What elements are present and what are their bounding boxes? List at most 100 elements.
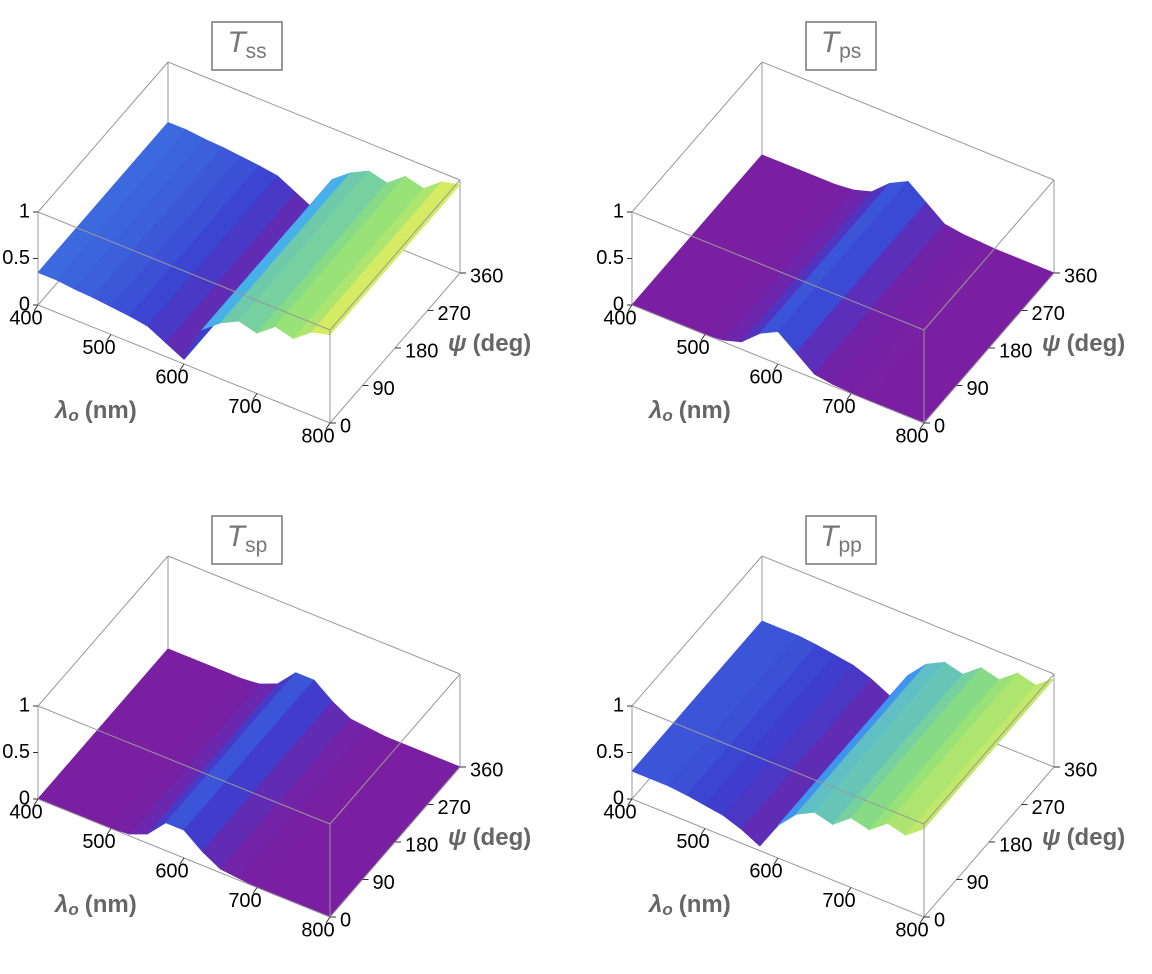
y-axis-unit: (deg) xyxy=(473,330,532,357)
z-tick-label: 0 xyxy=(613,293,624,315)
title-box xyxy=(211,21,283,71)
x-tick xyxy=(700,334,706,341)
x-axis-symbol: λ xyxy=(647,397,662,424)
y-tick-label: 90 xyxy=(967,378,989,400)
title-subscript: ps xyxy=(839,40,861,63)
x-axis-label: λo (nm) xyxy=(53,397,137,425)
z-tick-label: 1 xyxy=(613,694,624,716)
y-axis-unit: (deg) xyxy=(1067,330,1126,357)
surface-strip xyxy=(904,677,1056,837)
x-tick-label: 700 xyxy=(822,890,855,912)
z-tick-label: 0.5 xyxy=(2,741,30,763)
x-tick-label: 800 xyxy=(301,425,334,447)
y-axis-symbol: ψ xyxy=(1042,330,1061,357)
y-axis-symbol: ψ xyxy=(1042,824,1061,851)
x-tick-label: 600 xyxy=(155,860,188,882)
title-symbol: T xyxy=(820,520,841,553)
y-tick-label: 0 xyxy=(340,909,351,931)
y-axis-symbol: ψ xyxy=(448,330,467,357)
x-tick xyxy=(252,887,258,894)
box-edge xyxy=(761,555,1055,675)
x-tick-label: 500 xyxy=(82,337,115,359)
y-axis-symbol: ψ xyxy=(448,824,467,851)
y-tick-label: 90 xyxy=(373,378,395,400)
x-axis-symbol: λ xyxy=(53,891,68,918)
x-tick xyxy=(252,393,258,400)
x-tick xyxy=(33,798,39,806)
x-tick xyxy=(325,916,331,924)
y-tick-label: 180 xyxy=(999,340,1032,362)
y-tick-label: 180 xyxy=(405,340,438,362)
y-tick-label: 270 xyxy=(438,303,471,325)
y-tick-label: 270 xyxy=(1032,797,1065,819)
x-tick-label: 400 xyxy=(603,307,636,329)
z-tick-label: 0 xyxy=(613,787,624,809)
chart-title: Tss xyxy=(227,26,266,63)
x-tick-label: 800 xyxy=(895,919,928,941)
x-tick-label: 800 xyxy=(895,425,928,447)
box-edge xyxy=(923,673,1055,825)
x-tick xyxy=(773,363,779,371)
x-tick-label: 700 xyxy=(228,890,261,912)
x-axis-label: λo (nm) xyxy=(53,891,137,919)
z-tick-label: 1 xyxy=(19,200,30,222)
y-tick-label: 270 xyxy=(1032,303,1065,325)
x-axis-unit: (nm) xyxy=(679,891,731,918)
y-axis-label: ψ (deg) xyxy=(1042,824,1125,851)
x-tick-label: 600 xyxy=(749,860,782,882)
box-edge xyxy=(37,61,169,213)
x-tick-label: 800 xyxy=(301,919,334,941)
x-tick xyxy=(919,422,925,430)
x-axis-subscript: o xyxy=(68,900,78,919)
x-tick xyxy=(106,334,112,341)
box-edge xyxy=(761,61,1055,181)
chart-title: Tpp xyxy=(820,520,862,557)
x-tick-label: 400 xyxy=(9,307,42,329)
x-tick-label: 400 xyxy=(603,801,636,823)
x-tick xyxy=(106,828,112,835)
y-axis-label: ψ (deg) xyxy=(448,330,531,357)
y-axis-label: ψ (deg) xyxy=(1042,330,1125,357)
z-tick-label: 1 xyxy=(613,200,624,222)
chart-title: Tps xyxy=(821,26,862,63)
z-tick-label: 0 xyxy=(19,293,30,315)
x-axis-symbol: λ xyxy=(53,397,68,424)
box-edge xyxy=(37,211,331,331)
box-edge xyxy=(167,555,461,675)
chart-title: Tsp xyxy=(227,520,268,557)
title-subscript: ss xyxy=(246,40,267,63)
x-tick xyxy=(627,304,633,312)
x-axis-label: λo (nm) xyxy=(647,397,731,425)
z-tick-label: 0.5 xyxy=(2,247,30,269)
y-tick-label: 360 xyxy=(1064,759,1097,781)
x-tick-label: 500 xyxy=(676,831,709,853)
title-symbol: T xyxy=(821,26,842,59)
x-tick xyxy=(773,857,779,865)
x-axis-label: λo (nm) xyxy=(647,891,731,919)
title-box xyxy=(211,515,283,565)
x-axis-symbol: λ xyxy=(647,891,662,918)
x-tick xyxy=(846,887,852,894)
y-tick-label: 90 xyxy=(967,872,989,894)
title-subscript: sp xyxy=(245,534,267,557)
title-box xyxy=(805,21,877,71)
box-edge xyxy=(167,61,461,181)
x-tick xyxy=(179,363,185,371)
z-tick-label: 0.5 xyxy=(596,741,624,763)
y-tick-label: 180 xyxy=(999,834,1032,856)
x-tick xyxy=(919,916,925,924)
y-axis-label: ψ (deg) xyxy=(448,824,531,851)
x-tick xyxy=(627,798,633,806)
title-subscript: pp xyxy=(838,534,861,557)
y-axis-unit: (deg) xyxy=(1067,824,1126,851)
box-edge xyxy=(37,555,169,707)
x-tick xyxy=(33,304,39,312)
y-tick-label: 360 xyxy=(470,265,503,287)
box-edge xyxy=(37,705,331,825)
box-edge xyxy=(923,179,1055,331)
y-tick-label: 360 xyxy=(1064,265,1097,287)
x-axis-subscript: o xyxy=(662,900,672,919)
